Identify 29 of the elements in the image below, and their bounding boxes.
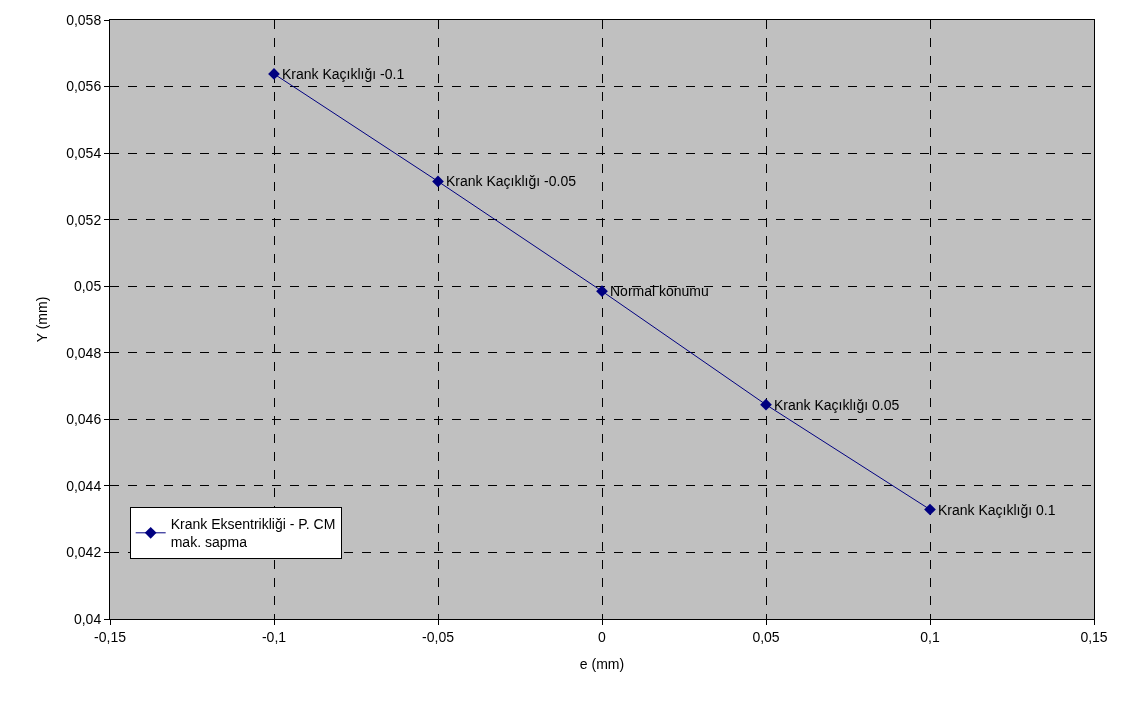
y-tick-label: 0,056: [66, 78, 102, 95]
x-axis-title: e (mm): [579, 656, 625, 673]
annotation: Krank Kaçıklığı 0.1: [938, 502, 1056, 518]
y-tick-label: 0,046: [66, 411, 102, 428]
y-tick-label: 0,05: [73, 278, 102, 295]
x-tick-label: 0: [598, 628, 607, 645]
y-tick-label: 0,052: [66, 211, 102, 228]
x-tick-label: -0,1: [261, 628, 287, 645]
y-tick-label: 0,048: [66, 344, 102, 361]
x-tick-label: 0,05: [752, 628, 780, 645]
point: [596, 285, 608, 298]
y-axis-title: Y (mm): [33, 296, 50, 343]
point: [924, 503, 936, 516]
legend-label: Krank Eksentrikliği - P. CM mak. sapma: [170, 516, 336, 551]
annotation: Krank Kaçıklığı 0.05: [774, 397, 900, 413]
annotation: Krank Kaçıklığı -0.05: [446, 173, 577, 189]
y-tick-label: 0,04: [73, 610, 102, 627]
y-tick-label: 0,044: [66, 477, 102, 494]
y-tick-label: 0,054: [66, 145, 102, 162]
x-tick-label: 0,1: [920, 628, 940, 645]
y-tick-label: 0,058: [66, 11, 102, 28]
x-tick-label: -0,15: [94, 628, 127, 645]
annotation: Krank Kaçıklığı -0.1: [282, 66, 405, 82]
point: [432, 175, 444, 188]
point: [760, 398, 772, 411]
annotation: Normal konumu: [610, 283, 709, 299]
x-tick-label: -0,05: [422, 628, 455, 645]
x-tick-label: 0,15: [1080, 628, 1108, 645]
y-tick-label: 0,042: [66, 544, 102, 561]
